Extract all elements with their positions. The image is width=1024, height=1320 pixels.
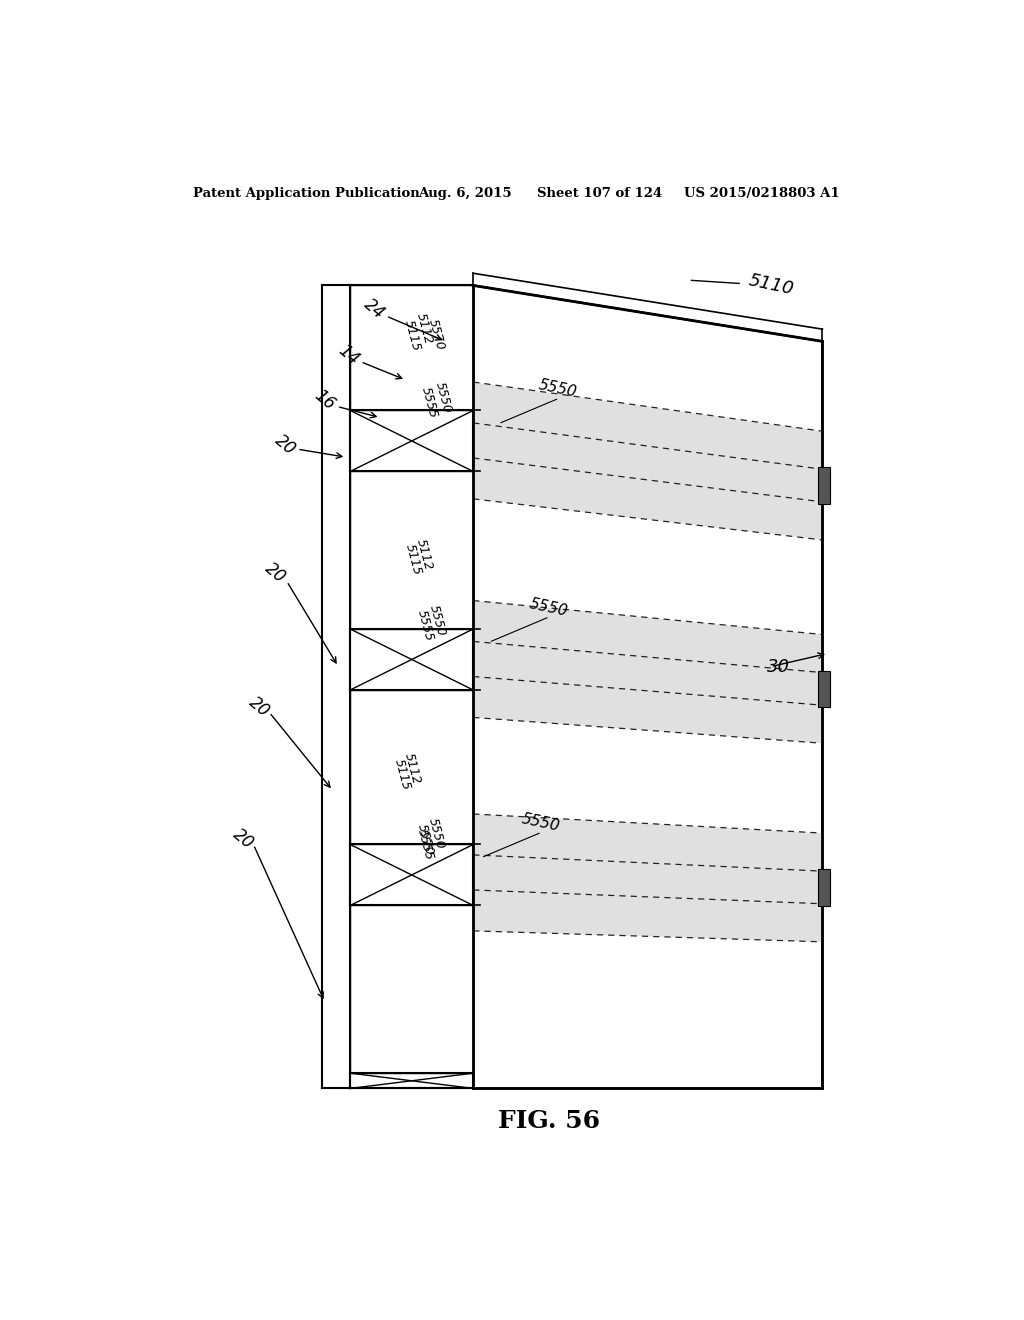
Text: 30: 30 xyxy=(767,657,791,676)
Text: 20: 20 xyxy=(271,432,299,459)
Text: Sheet 107 of 124: Sheet 107 of 124 xyxy=(537,187,662,199)
Text: 14: 14 xyxy=(335,341,362,368)
Polygon shape xyxy=(473,285,822,1089)
Text: Patent Application Publication: Patent Application Publication xyxy=(194,187,420,199)
Text: 5550: 5550 xyxy=(528,597,569,619)
Polygon shape xyxy=(818,869,830,906)
Text: 20: 20 xyxy=(229,826,257,853)
Text: FIG. 56: FIG. 56 xyxy=(498,1109,600,1133)
Text: 5570: 5570 xyxy=(426,317,446,351)
Text: 5555: 5555 xyxy=(415,828,435,862)
Text: 5555: 5555 xyxy=(419,385,440,420)
Text: 5115: 5115 xyxy=(403,543,424,577)
Text: 5112: 5112 xyxy=(414,312,434,346)
Text: 20: 20 xyxy=(261,560,289,587)
Polygon shape xyxy=(473,381,822,540)
Text: 5115: 5115 xyxy=(401,318,423,352)
Text: 16: 16 xyxy=(311,387,339,414)
Text: US 2015/0218803 A1: US 2015/0218803 A1 xyxy=(684,187,839,199)
Text: 5112: 5112 xyxy=(401,751,423,785)
Text: 5570: 5570 xyxy=(415,822,435,857)
Text: 24: 24 xyxy=(360,296,388,322)
Text: 5550: 5550 xyxy=(520,812,561,834)
Polygon shape xyxy=(350,906,473,1073)
Polygon shape xyxy=(350,285,473,411)
Polygon shape xyxy=(818,671,830,708)
Text: 5115: 5115 xyxy=(391,758,413,792)
Text: 5112: 5112 xyxy=(414,537,434,572)
Text: 5550: 5550 xyxy=(427,603,447,638)
Polygon shape xyxy=(350,471,473,630)
Text: 20: 20 xyxy=(245,693,272,721)
Polygon shape xyxy=(473,814,822,942)
Polygon shape xyxy=(818,467,830,504)
Polygon shape xyxy=(473,601,822,743)
Text: 5550: 5550 xyxy=(432,380,454,414)
Text: 5550: 5550 xyxy=(538,378,579,400)
Text: 5110: 5110 xyxy=(746,271,796,298)
Text: 5555: 5555 xyxy=(415,609,435,643)
Text: 5550: 5550 xyxy=(426,816,446,850)
Text: Aug. 6, 2015: Aug. 6, 2015 xyxy=(418,187,511,199)
Polygon shape xyxy=(350,690,473,845)
